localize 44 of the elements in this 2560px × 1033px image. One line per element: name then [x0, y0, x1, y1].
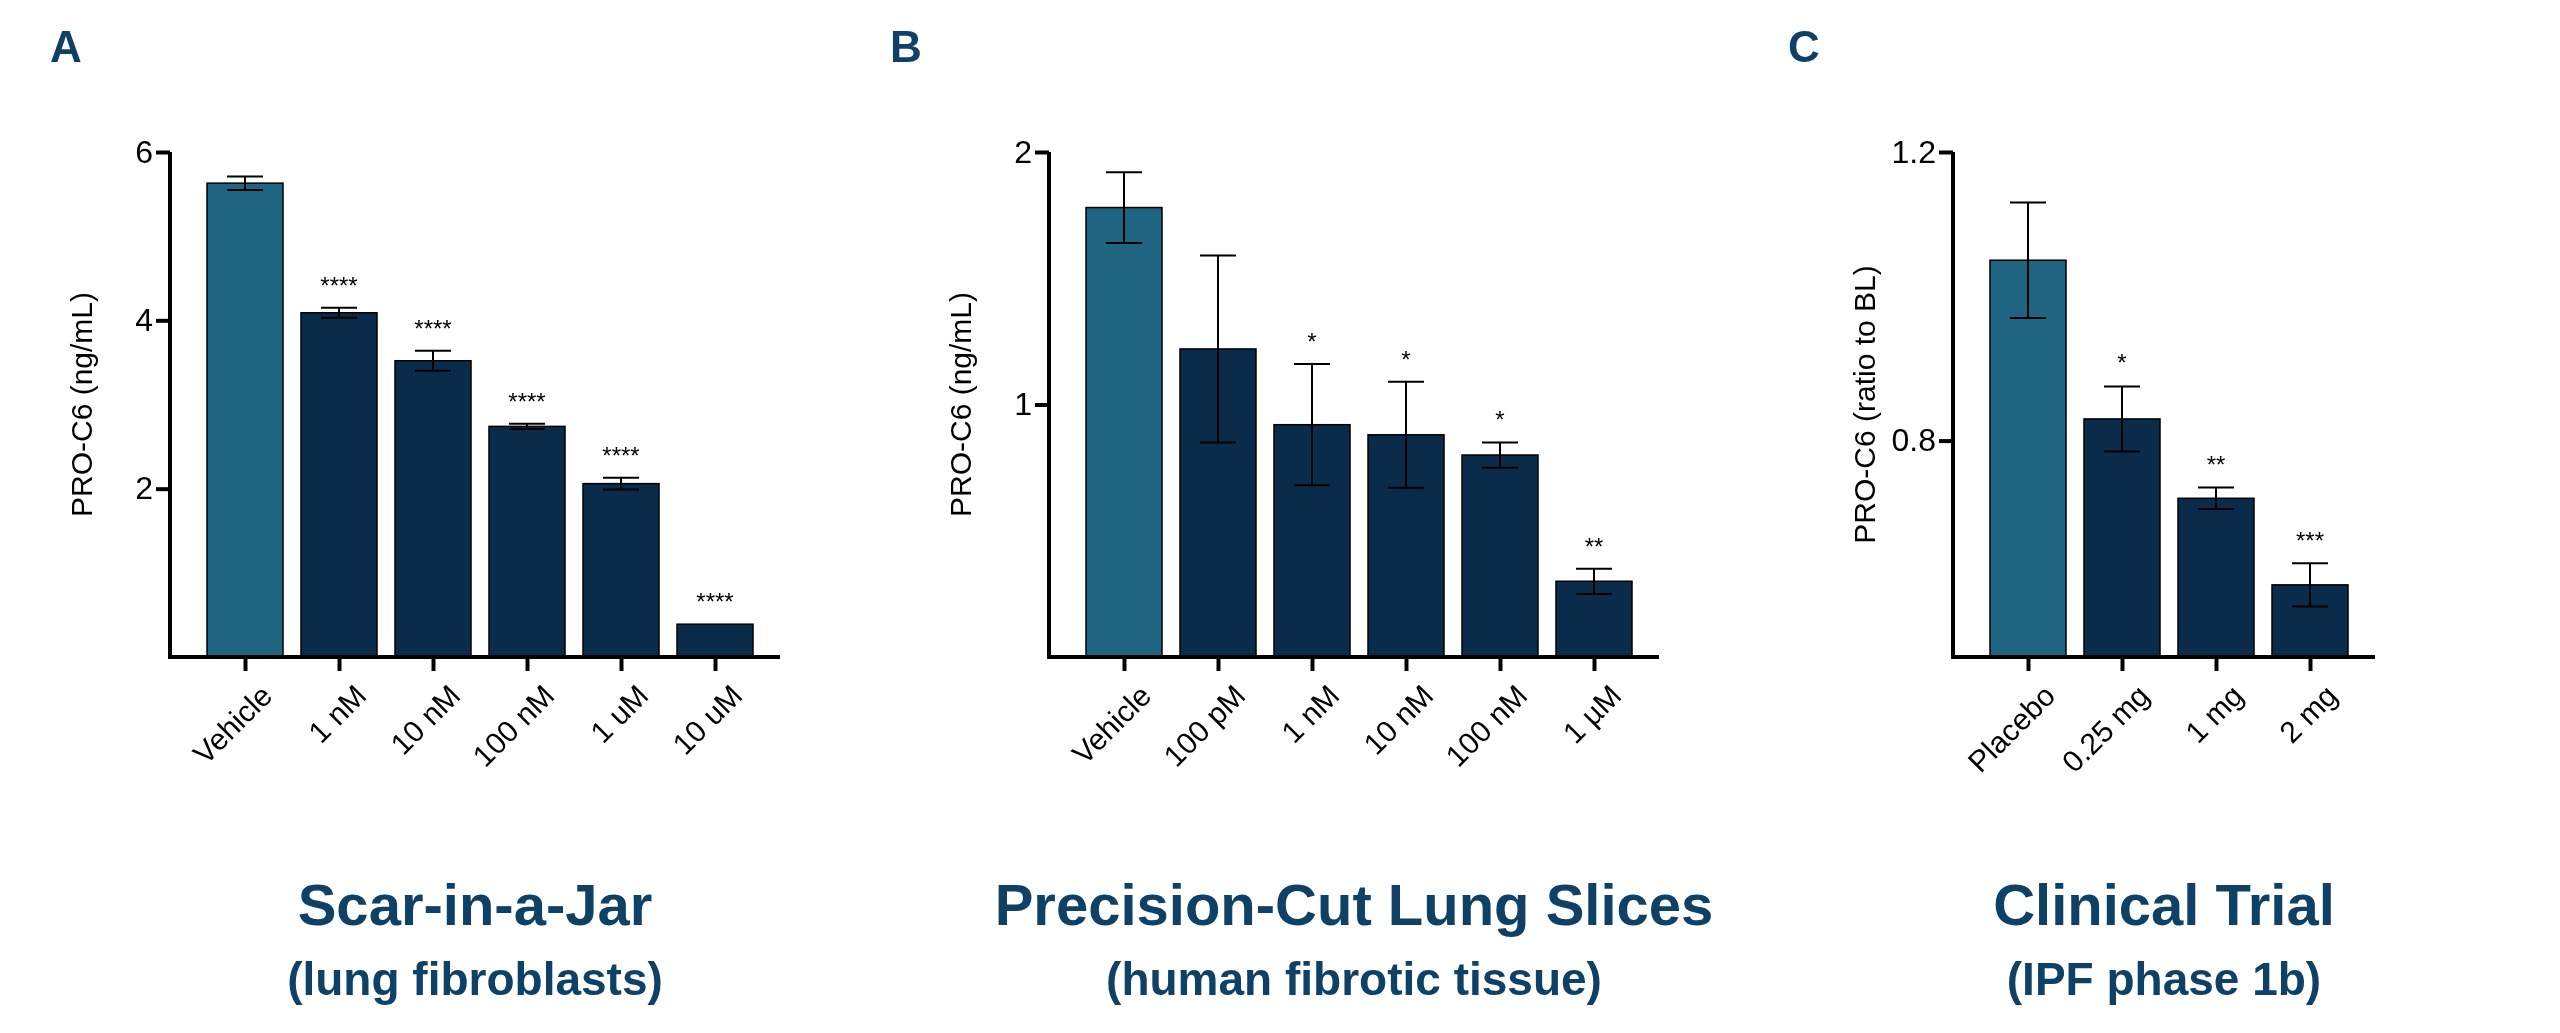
text: (lung fibroblasts) — [287, 953, 663, 1005]
text: B — [890, 22, 922, 71]
y-tick-label: 4 — [135, 302, 153, 339]
annotation: * — [1401, 345, 1411, 373]
annotation: * — [1307, 328, 1317, 356]
annotation: **** — [414, 314, 452, 342]
y-tick-label: 0.8 — [1891, 422, 1936, 459]
x-tick-label: 1 µM — [1556, 678, 1628, 750]
text: A — [50, 22, 82, 71]
x-tick-label: 1 nM — [1274, 678, 1346, 750]
y-tick-label: 6 — [135, 133, 153, 170]
y-tick-label: 1.2 — [1891, 133, 1936, 170]
annotation: ** — [1584, 532, 1604, 560]
y-axis-title: PRO-C6 (ng/mL) — [65, 291, 98, 518]
annotation: * — [1495, 406, 1505, 434]
x-tick-label: 10 nM — [384, 678, 467, 761]
annotation: *** — [2295, 527, 2325, 555]
y-tick-label: 1 — [1014, 386, 1032, 423]
y-axis-title: PRO-C6 (ratio to BL) — [1848, 265, 1881, 544]
y-tick-label: 2 — [1014, 133, 1032, 170]
y-tick-label: 2 — [135, 470, 153, 507]
x-tick-label: 100 pM — [1157, 678, 1252, 773]
x-tick-label: 100 nM — [466, 678, 561, 773]
x-tick-label: 1 mg — [2178, 678, 2250, 750]
text: (IPF phase 1b) — [2006, 953, 2322, 1005]
y-axis-title: PRO-C6 (ng/mL) — [944, 291, 977, 518]
x-tick-label: 1 nM — [301, 678, 373, 750]
x-tick-label: 0.25 mg — [2055, 678, 2156, 779]
annotation: * — [2117, 349, 2127, 377]
text: (human fibrotic tissue) — [1106, 953, 1602, 1005]
x-tick-label: 100 nM — [1439, 678, 1534, 773]
text: Precision-Cut Lung Slices — [994, 872, 1714, 937]
text: Clinical Trial — [1993, 872, 2335, 937]
text: C — [1788, 22, 1820, 71]
annotation: ** — [2206, 451, 2226, 479]
annotation: **** — [320, 271, 358, 299]
x-tick-label: 1 uM — [583, 678, 655, 750]
x-tick-label: 2 mg — [2272, 678, 2344, 750]
x-tick-label: 10 nM — [1357, 678, 1440, 761]
annotation: **** — [696, 588, 734, 616]
text: Scar-in-a-Jar — [297, 872, 653, 937]
x-tick-label: 10 uM — [666, 678, 749, 761]
annotation: **** — [508, 387, 546, 415]
annotation: **** — [602, 441, 640, 469]
